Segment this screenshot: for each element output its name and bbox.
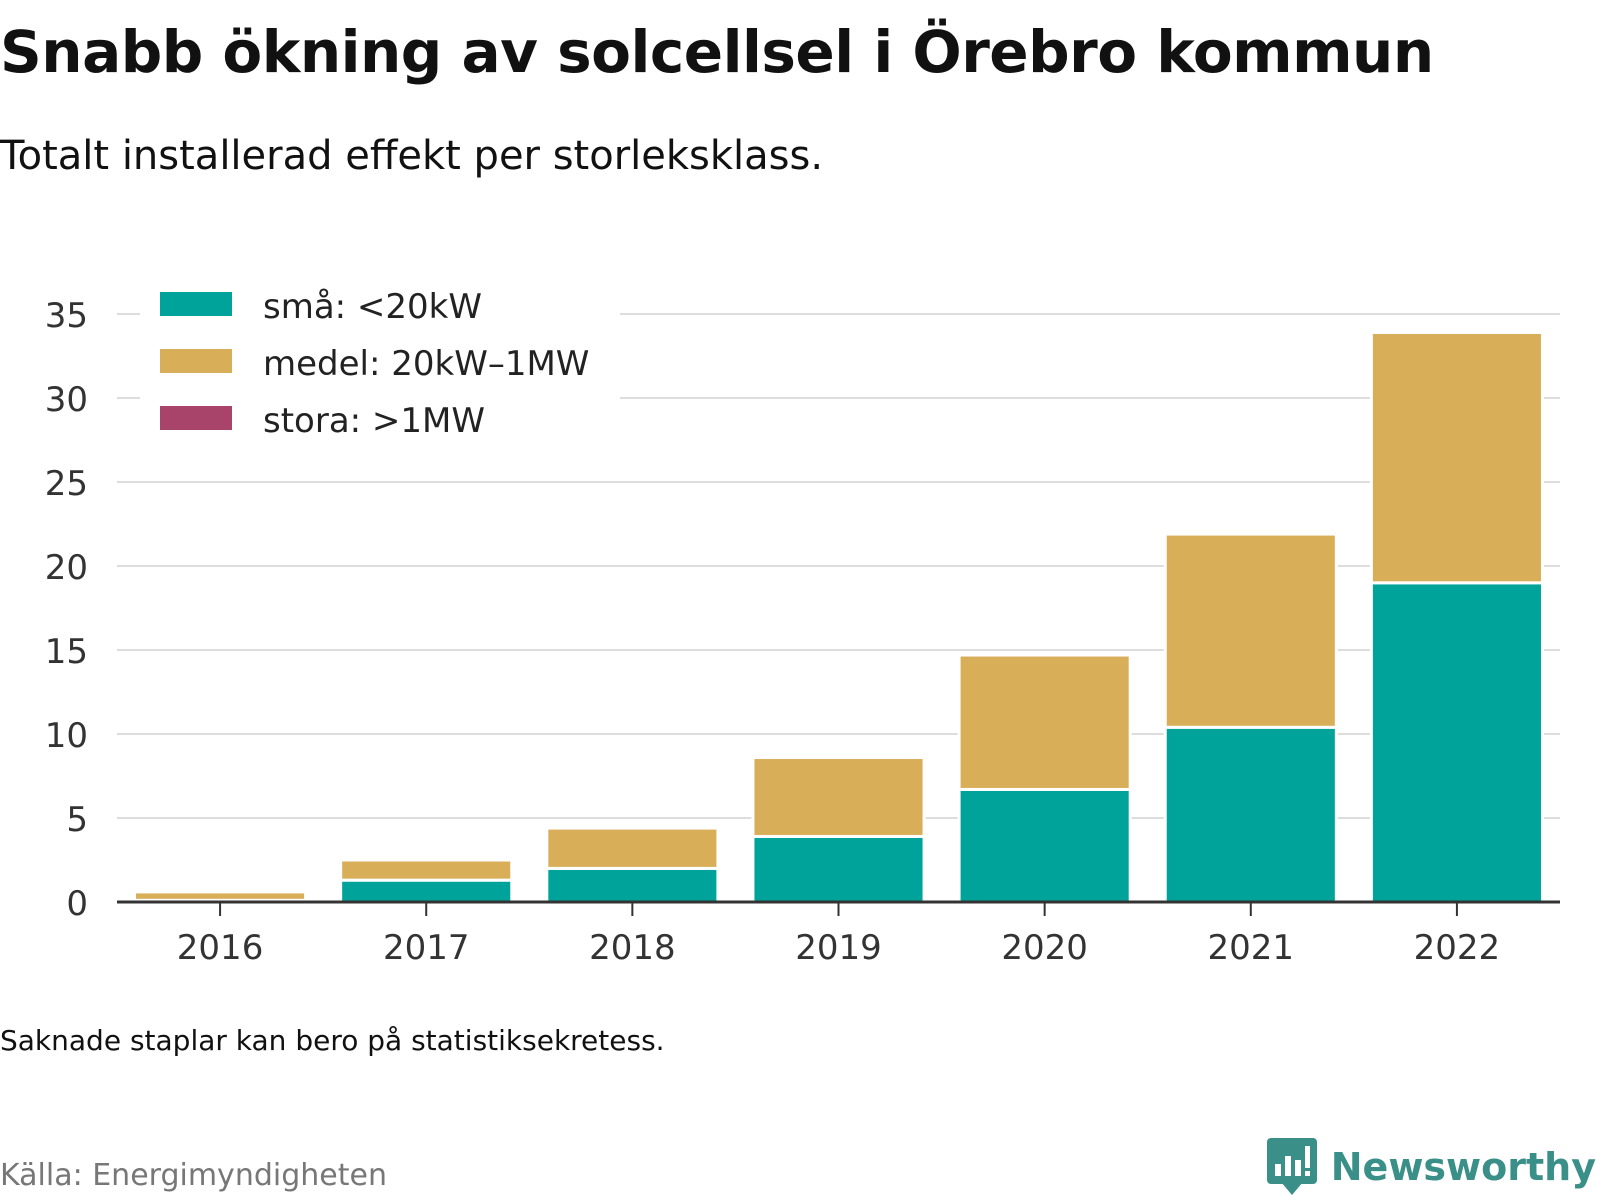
bar-segment [751, 756, 926, 838]
bar-segment [1163, 532, 1338, 729]
bar-segment [957, 653, 1132, 791]
bar-segment [545, 866, 720, 904]
legend-label: stora: >1MW [263, 401, 485, 441]
x-tick-label: 2021 [1208, 928, 1295, 968]
brand-name: Newsworthy [1330, 1145, 1596, 1189]
y-tick-label: 20 [45, 548, 88, 588]
source-label: Källa: Energimyndigheten [0, 1158, 387, 1193]
bar-segment [339, 878, 514, 904]
x-tick-label: 2017 [383, 928, 470, 968]
bar-segment [751, 834, 926, 904]
chart-subtitle: Totalt installerad effekt per storlekskl… [0, 133, 824, 179]
y-tick-label: 5 [66, 800, 88, 840]
x-tick-label: 2016 [177, 928, 264, 968]
y-tick-label: 30 [45, 380, 88, 420]
x-axis-ticks: 2016 2017 2018 2019 2020 2021 2022 [177, 902, 1500, 968]
y-tick-label: 0 [66, 884, 88, 924]
bar-segment [339, 858, 514, 882]
footnote: Saknade staplar kan bero på statistiksek… [0, 1024, 665, 1057]
bar-chart-bubble-icon [1266, 1138, 1317, 1195]
bar-segment [1369, 330, 1544, 585]
bar-segment [545, 826, 720, 870]
y-tick-label: 10 [45, 716, 88, 756]
y-tick-label: 25 [45, 464, 88, 504]
bar-segment [1369, 581, 1544, 904]
legend-label: medel: 20kW–1MW [263, 344, 589, 384]
y-tick-label: 15 [45, 632, 88, 672]
brand-logo: Newsworthy [1266, 1138, 1596, 1196]
bar-segment [133, 890, 308, 902]
y-axis-ticks: 0 5 10 15 20 25 30 35 [45, 296, 88, 924]
chart-title: Snabb ökning av solcellsel i Örebro komm… [0, 18, 1434, 86]
x-tick-label: 2020 [1001, 928, 1088, 968]
bar-segment [1163, 725, 1338, 904]
legend-label: små: <20kW [263, 287, 482, 327]
bar-segment [957, 787, 1132, 904]
legend-swatch [160, 292, 232, 316]
x-tick-label: 2018 [589, 928, 676, 968]
legend-swatch [160, 349, 232, 373]
y-tick-label: 35 [45, 296, 88, 336]
bars [133, 330, 1544, 904]
legend-swatch [160, 406, 232, 430]
x-tick-label: 2019 [795, 928, 882, 968]
x-tick-label: 2022 [1414, 928, 1501, 968]
legend: små: <20kW medel: 20kW–1MW stora: >1MW [140, 270, 620, 450]
